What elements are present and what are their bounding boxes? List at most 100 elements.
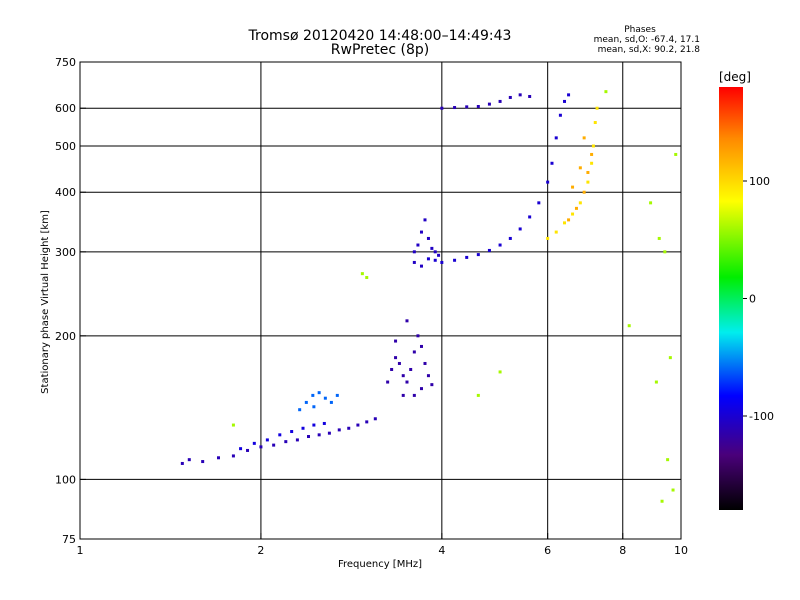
data-point (216, 456, 220, 460)
data-point (627, 324, 631, 328)
colorbar-label: [deg] (719, 70, 751, 84)
data-point (317, 433, 321, 437)
colorbar-tick-label: 0 (749, 293, 756, 306)
data-point (546, 180, 550, 184)
data-point (312, 405, 316, 409)
data-point (298, 408, 302, 412)
data-point (323, 396, 327, 400)
data-point (405, 380, 409, 384)
data-point (465, 255, 469, 259)
data-point (453, 106, 457, 110)
data-point (401, 374, 405, 378)
data-point (347, 426, 351, 430)
y-tick-label: 75 (62, 533, 76, 546)
y-tick-label: 200 (55, 330, 76, 343)
data-point (327, 431, 331, 435)
colorbar-ticks: 100 0 -100 (743, 175, 774, 423)
data-point (307, 435, 311, 439)
grid-layer (80, 62, 681, 539)
data-point (419, 230, 423, 234)
data-point (401, 393, 405, 397)
data-point (311, 393, 315, 397)
data-point (430, 246, 434, 250)
data-point (582, 190, 586, 194)
x-tick-label: 2 (257, 544, 264, 557)
data-point (558, 113, 562, 117)
data-point (590, 152, 594, 156)
data-point (498, 370, 502, 374)
data-point (498, 243, 502, 247)
y-axis-label: Stationary phase Virtual Height [km] (40, 210, 51, 394)
y-tick-label: 300 (55, 246, 76, 259)
data-point (574, 206, 578, 210)
data-point (657, 236, 661, 240)
data-point (272, 443, 276, 447)
colorbar-tick-label: -100 (749, 410, 774, 423)
data-point (337, 428, 341, 432)
chart-subtitle: RwPretec (8p) (331, 42, 429, 58)
data-point (231, 423, 235, 427)
data-point (563, 99, 567, 103)
data-point (437, 253, 441, 257)
data-point (335, 393, 339, 397)
data-point (591, 144, 595, 148)
data-point (433, 258, 437, 262)
data-point (329, 400, 333, 404)
data-point (571, 185, 575, 189)
data-point (201, 460, 205, 464)
colorbar (719, 87, 743, 510)
data-point (649, 201, 653, 205)
data-point (571, 212, 575, 216)
data-point (416, 243, 420, 247)
data-point (487, 248, 491, 252)
data-point (419, 344, 423, 348)
data-point (593, 121, 597, 125)
data-point (295, 438, 299, 442)
data-point (666, 458, 670, 462)
data-point (671, 488, 675, 492)
data-point (246, 448, 250, 452)
data-point (595, 106, 599, 110)
data-point (518, 227, 522, 231)
data-point (426, 374, 430, 378)
data-point (476, 393, 480, 397)
data-point (356, 423, 360, 427)
data-point (301, 426, 305, 430)
data-point (409, 367, 413, 371)
data-point (465, 105, 469, 109)
data-point (508, 95, 512, 99)
data-point (423, 218, 427, 222)
data-point (265, 438, 269, 442)
data-point (373, 417, 377, 421)
data-point (312, 423, 316, 427)
stats-line-x: mean, sd,X: 90.2, 21.8 (598, 45, 701, 55)
data-point (660, 499, 664, 503)
stats-line-o: mean, sd,O: -67.4, 17.1 (594, 35, 700, 45)
data-point (423, 361, 427, 365)
data-point (259, 445, 263, 449)
data-point (433, 250, 437, 254)
data-point (586, 180, 590, 184)
data-point (386, 380, 390, 384)
x-axis-label: Frequency [MHz] (338, 559, 422, 570)
data-point (405, 319, 409, 323)
data-point (365, 420, 369, 424)
data-point (554, 136, 558, 140)
data-point (416, 334, 420, 338)
data-point (476, 105, 480, 109)
data-point (397, 361, 401, 365)
data-point (582, 136, 586, 140)
y-tick-label: 750 (55, 56, 76, 69)
data-point (604, 90, 608, 94)
chart-title: Tromsø 20120420 14:48:00–14:49:43 (248, 28, 512, 44)
data-point (394, 356, 398, 360)
y-tick-label: 600 (55, 102, 76, 115)
data-point (668, 356, 672, 360)
data-point (567, 218, 571, 222)
data-point (304, 400, 308, 404)
data-point (563, 221, 567, 225)
data-point (508, 236, 512, 240)
y-tick-label: 400 (55, 186, 76, 199)
data-point (322, 421, 326, 425)
